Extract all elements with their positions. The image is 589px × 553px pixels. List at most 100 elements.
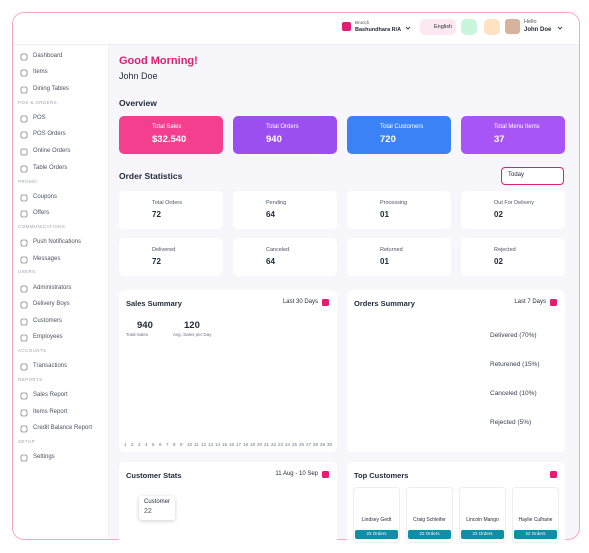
nav-icon	[20, 363, 28, 371]
card-label: Total Sales	[152, 124, 182, 130]
nav-item[interactable]	[16, 67, 104, 79]
stat-value: 01	[380, 257, 389, 266]
stat-card	[347, 238, 451, 276]
sidebar	[13, 45, 109, 539]
nav-item[interactable]	[16, 208, 104, 220]
card-value: $32.540	[152, 134, 187, 145]
nav-icon	[20, 239, 28, 247]
x-label: 18	[243, 442, 249, 447]
customer-name: Lincoln Mango	[466, 517, 499, 523]
nav-label: Table Orders	[33, 165, 68, 171]
customer-orders: 22 Orders	[366, 531, 387, 536]
x-label: 10	[187, 442, 193, 447]
nav-icon	[20, 285, 28, 293]
x-label: 27	[306, 442, 312, 447]
range-button[interactable]	[550, 471, 557, 478]
customer-name: Craig Schleifer	[413, 517, 446, 523]
branch-name: Bashundhara R/A	[355, 27, 402, 33]
overview-card	[233, 116, 337, 154]
nav-icon	[20, 425, 28, 433]
nav-icon	[20, 256, 28, 264]
range-button[interactable]	[550, 299, 557, 306]
nav-label: Messages	[33, 256, 61, 262]
nav-label: POS	[33, 115, 46, 121]
stat-label: Delivered	[152, 247, 176, 253]
section-title: Order Statistics	[119, 171, 183, 181]
overview-card	[461, 116, 565, 154]
x-label: 16	[229, 442, 235, 447]
notify-button[interactable]	[461, 19, 477, 35]
order-button[interactable]	[484, 19, 500, 35]
stat-card	[461, 191, 565, 229]
orders-button[interactable]	[408, 530, 451, 539]
nav-icon	[20, 86, 28, 94]
x-label: 13	[208, 442, 214, 447]
x-label: 11	[194, 442, 199, 447]
stat-value: 02	[494, 257, 503, 266]
stat-value: 72	[152, 257, 161, 266]
range-button[interactable]	[322, 471, 329, 478]
stat-card	[119, 191, 223, 229]
nav-label: Offers	[33, 210, 50, 216]
hello: Hello	[524, 19, 537, 25]
card-label: Total Menu Items	[494, 124, 540, 130]
nav-label: Credit Balance Report	[33, 425, 93, 431]
nav-item[interactable]	[16, 452, 104, 464]
section-title: Overview	[119, 98, 157, 108]
stat-value: 02	[494, 210, 503, 219]
section-label: USERS	[18, 269, 36, 274]
nav-icon	[20, 318, 28, 326]
nav-item[interactable]	[16, 113, 104, 125]
nav-label: Transactions	[33, 363, 68, 369]
nav-label: Push Notifications	[33, 239, 82, 245]
x-label: 6	[159, 442, 162, 447]
x-label: 2	[131, 442, 134, 447]
filter-dropdown[interactable]	[501, 167, 564, 185]
nav-icon	[20, 454, 28, 462]
orders-button[interactable]	[514, 530, 557, 539]
greeting: Good Morning!	[119, 55, 198, 67]
x-label: 20	[257, 442, 263, 447]
stat-card	[461, 238, 565, 276]
x-label: 22	[271, 442, 277, 447]
panel-range: 11 Aug - 10 Sep	[275, 471, 318, 477]
legend-label: Rejected (5%)	[490, 419, 532, 426]
customer-orders: 22 Orders	[419, 531, 440, 536]
card-label: Total Customers	[380, 124, 424, 130]
nav-label: Items	[33, 69, 48, 75]
tooltip-label: Customer	[144, 499, 171, 505]
nav-icon	[20, 53, 28, 61]
stat-card	[119, 238, 223, 276]
stat-label: Out For Delivery	[494, 200, 535, 206]
customer-orders: 22 Orders	[525, 531, 546, 536]
language-button[interactable]	[420, 19, 456, 35]
nav-icon	[20, 334, 28, 342]
x-label: 15	[222, 442, 228, 447]
legend-label: Canceled (10%)	[490, 390, 537, 397]
nav-icon	[20, 69, 28, 77]
nav-item[interactable]	[16, 192, 104, 204]
section-label: REPORTS	[18, 377, 43, 382]
nav-icon	[20, 148, 28, 156]
stat-label: Pending	[266, 200, 287, 206]
orders-button[interactable]	[355, 530, 398, 539]
x-label: 21	[264, 442, 270, 447]
stat-card	[347, 191, 451, 229]
stat-value: 64	[266, 210, 275, 219]
nav-label: Customers	[33, 318, 63, 324]
overview-card	[119, 116, 223, 154]
section-label: PROMO	[18, 179, 38, 184]
stat-card	[233, 238, 337, 276]
nav-icon	[20, 301, 28, 309]
stat-label: Returned	[380, 247, 403, 253]
x-label: 5	[152, 442, 155, 447]
x-label: 25	[292, 442, 298, 447]
language: English	[434, 24, 453, 30]
avatar	[505, 19, 520, 34]
nav-icon	[20, 165, 28, 173]
range-button[interactable]	[322, 299, 329, 306]
section-label: SETUP	[18, 439, 36, 444]
orders-button[interactable]	[461, 530, 504, 539]
panel-title: Sales Summary	[126, 299, 182, 308]
nav-label: Items Report	[33, 409, 68, 415]
